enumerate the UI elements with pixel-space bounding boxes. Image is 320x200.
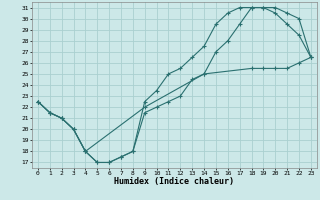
X-axis label: Humidex (Indice chaleur): Humidex (Indice chaleur)	[115, 177, 234, 186]
